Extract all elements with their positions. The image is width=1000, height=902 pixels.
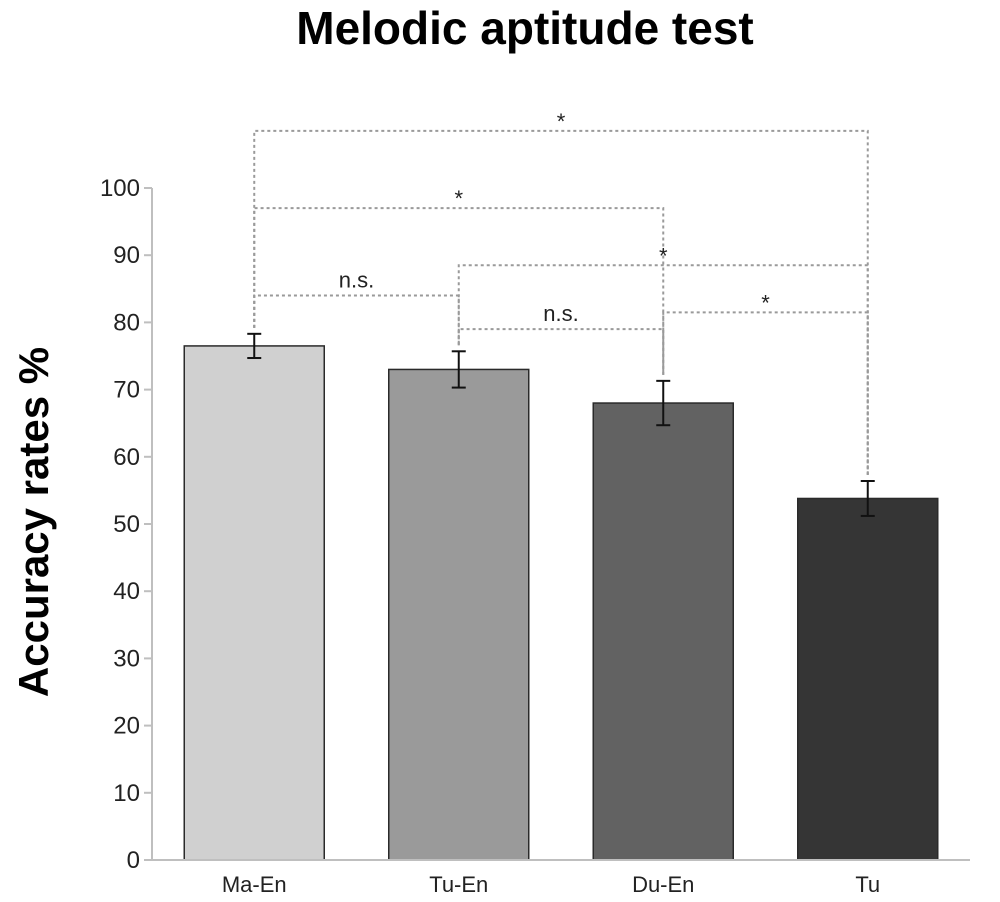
bars xyxy=(183,332,939,861)
y-tick-label: 60 xyxy=(113,444,140,471)
y-tick-label: 30 xyxy=(113,645,140,672)
x-tick-label: Tu xyxy=(855,872,880,897)
bar xyxy=(183,345,325,861)
significance-label: * xyxy=(557,109,566,134)
y-tick-label: 100 xyxy=(100,175,140,202)
significance-bracket xyxy=(253,207,665,375)
axes: 0 10 20 30 40 50 60 70 80 90 100 Ma-En Tu-En Du-En Tu xyxy=(100,175,970,897)
y-tick-label: 10 xyxy=(113,780,140,807)
significance-label: * xyxy=(761,290,770,315)
y-tick-label: 20 xyxy=(113,713,140,740)
significance-brackets: * * * n.s. * n.s. xyxy=(253,109,869,475)
x-tick-label: Ma-En xyxy=(222,872,287,897)
y-tick-label: 80 xyxy=(113,309,140,336)
significance-label: n.s. xyxy=(543,301,578,326)
significance-bracket xyxy=(457,264,869,475)
significance-label: * xyxy=(659,243,668,268)
chart-title: Melodic aptitude test xyxy=(296,2,753,54)
bar xyxy=(797,497,939,861)
significance-label: n.s. xyxy=(339,268,374,293)
y-tick-label: 50 xyxy=(113,511,140,538)
y-tick-label: 40 xyxy=(113,578,140,605)
x-tick-label: Du-En xyxy=(632,872,694,897)
bar xyxy=(388,368,530,861)
significance-bracket xyxy=(253,294,460,346)
y-tick-label: 90 xyxy=(113,242,140,269)
bar xyxy=(592,402,734,861)
y-tick-label: 0 xyxy=(127,847,140,874)
y-tick-label: 70 xyxy=(113,377,140,404)
x-tick-label: Tu-En xyxy=(429,872,488,897)
significance-label: * xyxy=(454,186,463,211)
significance-bracket xyxy=(457,328,665,375)
y-axis-label: Accuracy rates % xyxy=(10,347,57,697)
